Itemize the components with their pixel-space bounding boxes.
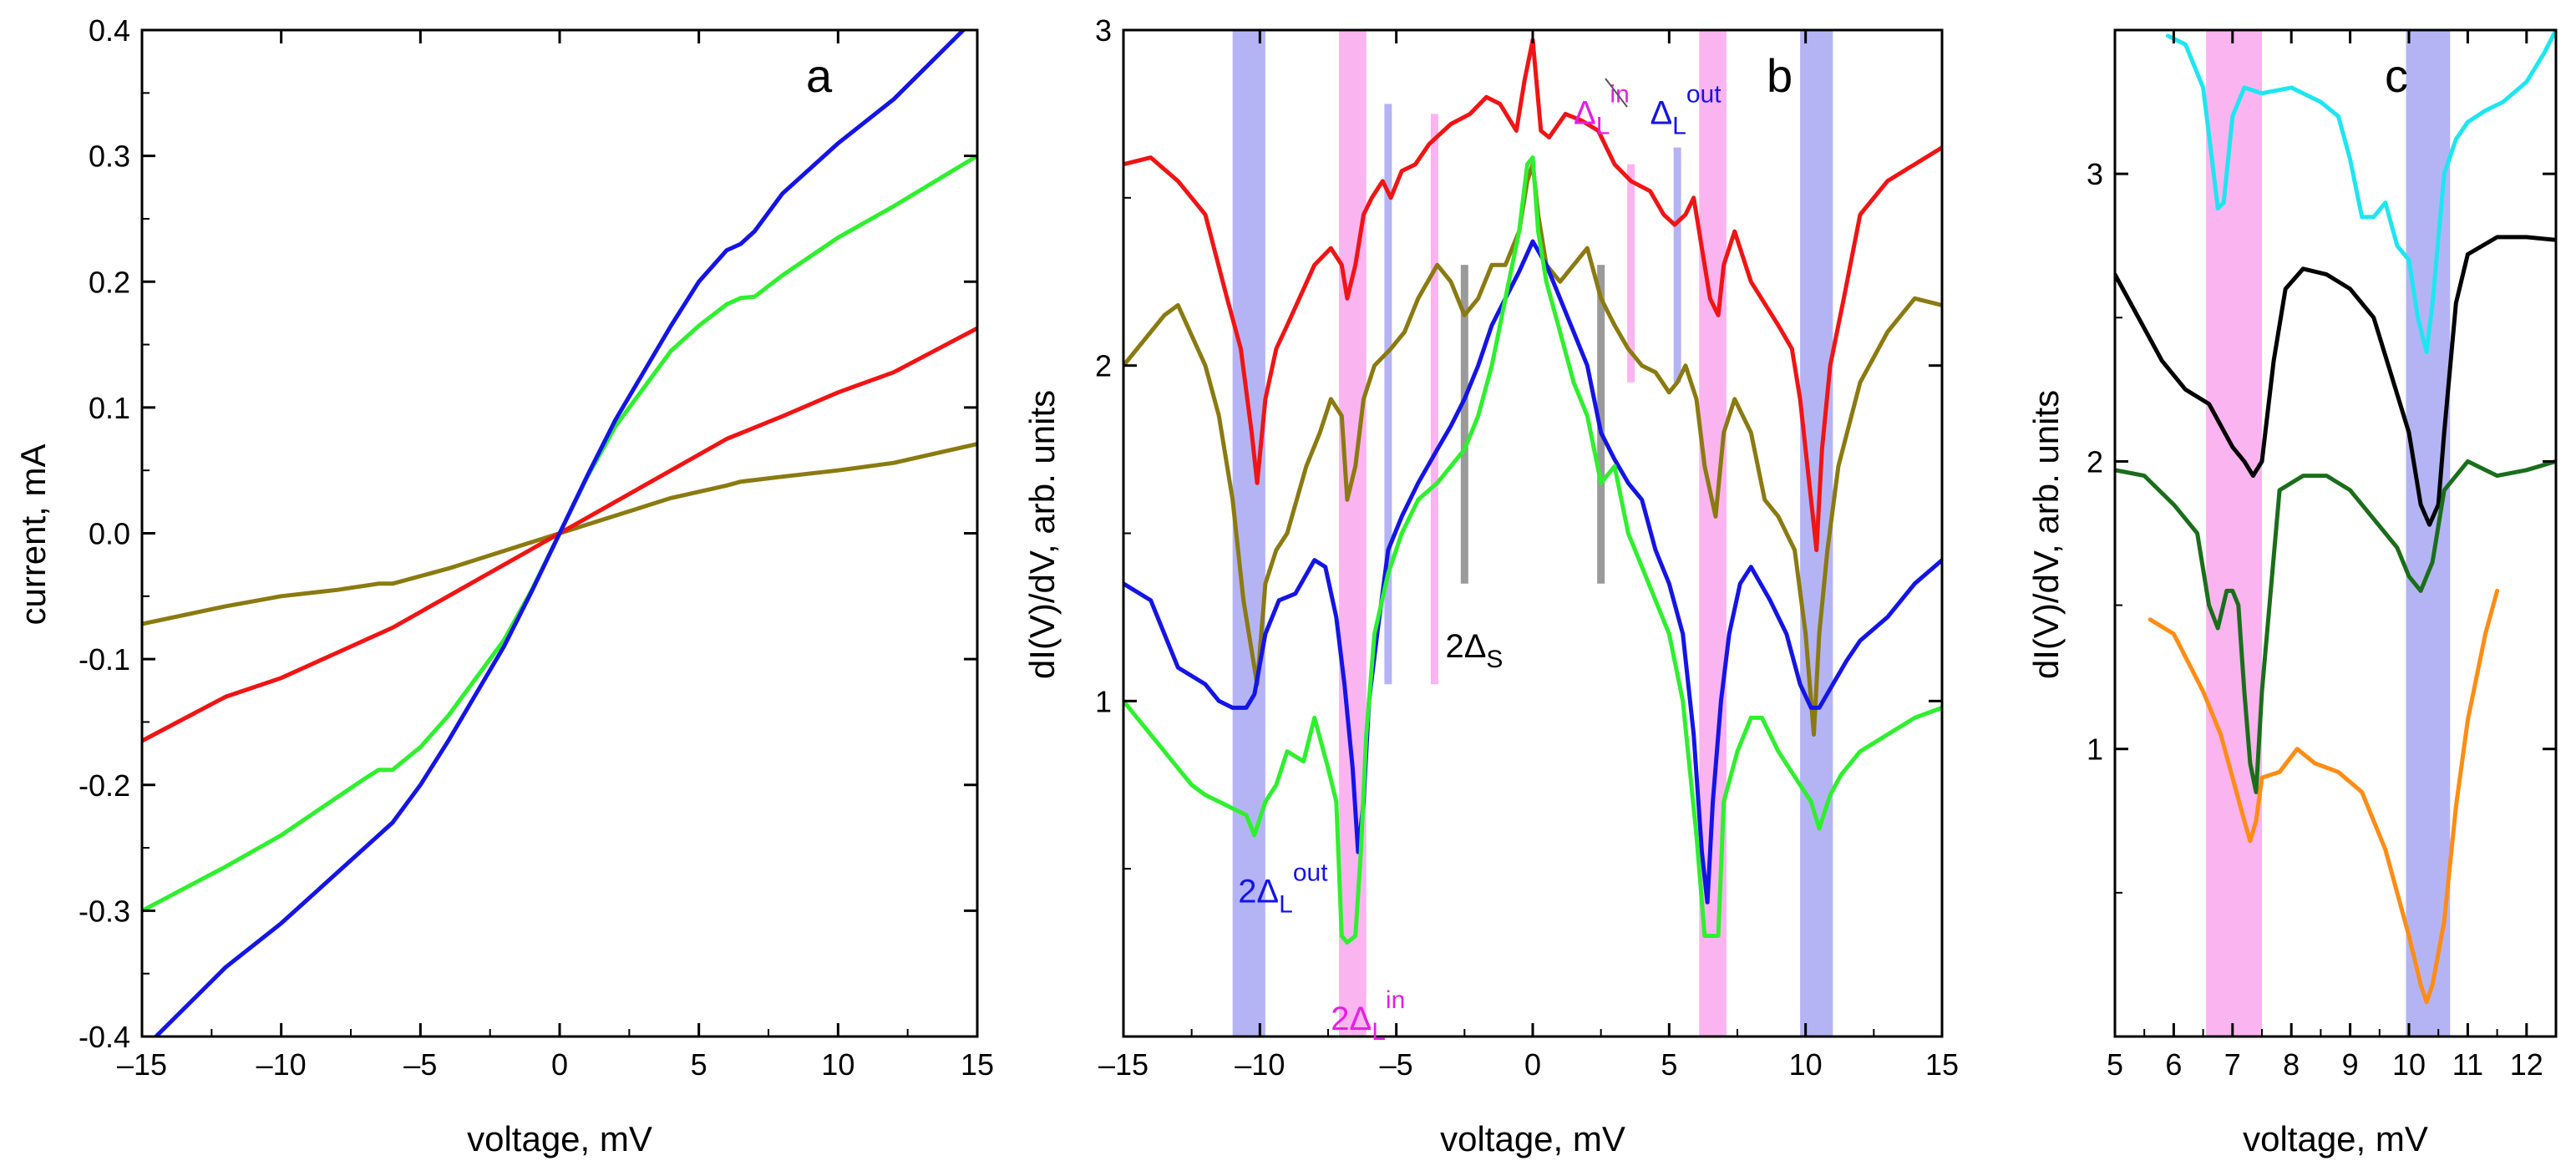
- panel-a-ytick-label-2: -0.2: [79, 768, 130, 803]
- panel-a-xtick-label-2: –5: [403, 1047, 437, 1082]
- panel-b-xtick-label-2: –5: [1380, 1047, 1413, 1082]
- annot-delta-l-out: ΔLout: [1650, 80, 1722, 139]
- panel-b-xtick-label-5: 10: [1789, 1047, 1823, 1082]
- panel-a-xtick-label-5: 10: [821, 1047, 854, 1082]
- annot-2delta-l-out: 2ΔLout: [1238, 859, 1328, 918]
- panel-c-ytick-label-2: 3: [2087, 157, 2103, 191]
- panel-a-marks: [142, 30, 977, 1037]
- panel-c-marks: [2115, 30, 2556, 1037]
- panel-a-frame: [140, 28, 979, 1038]
- annot-delta-l-in: ΔLin: [1574, 80, 1630, 139]
- panel-b-frame: [1122, 28, 1944, 1038]
- panel-c-ytick-label-0: 1: [2087, 732, 2103, 767]
- panel-b: –15 –10 –5 0 5 10 15 1 2 3 b voltage, mV dI(V)/dV…: [1022, 13, 1959, 1158]
- panel-c-xtick-label-1: 6: [2165, 1047, 2182, 1082]
- panel-a-axes: –15 –10 –5 0 5 10 15 -0.4 -0.3 -0.2 -0.1 0.0 0.1 0.2 0…: [79, 13, 994, 1082]
- panel-a-xtick-label-4: 5: [691, 1047, 707, 1082]
- panel-a-xtick-label-1: –10: [256, 1047, 307, 1082]
- panel-c-ylabel: dI(V)/dV, arb. units: [2026, 390, 2066, 679]
- panel-c-xlabel: voltage, mV: [2243, 1119, 2428, 1158]
- panel-a-xlabel: voltage, mV: [467, 1119, 652, 1158]
- panel-a-ytick-label-7: 0.3: [89, 139, 130, 174]
- annot-leader-line: [1605, 78, 1628, 108]
- panel-c-xtick-label-2: 7: [2224, 1047, 2241, 1082]
- panel-b-marks: [1123, 30, 1942, 1037]
- panel-c-xtick-label-5: 10: [2392, 1047, 2426, 1082]
- panel-c-series-black: [2115, 235, 2556, 527]
- annot-2delta-l-in: 2ΔLin: [1331, 986, 1405, 1046]
- panel-c-frame: [2113, 28, 2558, 1038]
- panel-b-ytick-label-0: 1: [1095, 684, 1112, 718]
- panel-c-xtick-label-4: 9: [2342, 1047, 2359, 1082]
- panel-c-ytick-label-1: 2: [2087, 444, 2103, 479]
- panel-b-xtick-label-4: 5: [1661, 1047, 1677, 1082]
- panel-b-series-green: [1123, 155, 1942, 945]
- panel-a-ytick-label-4: 0.0: [89, 517, 130, 551]
- panel-a-ytick-label-8: 0.4: [89, 13, 130, 48]
- panel-b-xlabel: voltage, mV: [1440, 1119, 1625, 1158]
- panel-c-series-orange: [2148, 588, 2500, 1005]
- panel-b-series-blue: [1123, 239, 1942, 905]
- panel-a-ytick-label-6: 0.2: [89, 265, 130, 299]
- annot-2delta-s: 2ΔS: [1445, 628, 1503, 673]
- panel-c-xtick-label-3: 8: [2283, 1047, 2300, 1082]
- panel-a-plot-area: –15 –10 –5 0 5 10 15 -0.4 -0.3 -0.2 -0.1 0.0 0.1 0.2 0…: [79, 13, 994, 1082]
- panel-b-xtick-label-0: –15: [1098, 1047, 1149, 1082]
- panel-b-xtick-label-6: 15: [1925, 1047, 1959, 1082]
- panel-c-letter: c: [2385, 49, 2408, 102]
- panel-b-ytick-label-2: 3: [1095, 13, 1112, 48]
- panel-c-xtick-label-7: 12: [2510, 1047, 2543, 1082]
- panel-c-xtick-label-0: 5: [2107, 1047, 2123, 1082]
- panel-b-series-red: [1123, 38, 1942, 553]
- panel-a-ylabel: current, mA: [13, 444, 53, 625]
- panel-c-xtick-label-6: 11: [2452, 1047, 2483, 1082]
- panel-a-xtick-label-3: 0: [551, 1047, 568, 1082]
- panel-a-ytick-label-5: 0.1: [89, 391, 130, 425]
- panel-b-plot-area: –15 –10 –5 0 5 10 15 1 2 3: [1095, 13, 1959, 1082]
- panel-c-series-cyan: [2165, 30, 2556, 355]
- panel-a-xtick-label-0: –15: [117, 1047, 167, 1082]
- panel-b-band-2: [1339, 30, 1367, 1037]
- panel-c-series-darkgreen: [2115, 459, 2556, 794]
- panel-a-letter: a: [806, 49, 833, 102]
- panel-a-ytick-label-0: -0.4: [79, 1020, 130, 1054]
- panel-a-ytick-label-3: -0.1: [79, 642, 130, 677]
- panel-a-xtick-label-6: 15: [961, 1047, 994, 1082]
- panel-b-series-olive: [1123, 162, 1942, 737]
- panel-b-ylabel: dI(V)/dV, arb. units: [1022, 390, 1062, 679]
- panel-b-xtick-label-1: –10: [1235, 1047, 1285, 1082]
- panel-a-ytick-label-1: -0.3: [79, 894, 130, 928]
- panel-b-letter: b: [1767, 49, 1793, 102]
- panel-a-series-blue: [154, 30, 966, 1037]
- panel-b-ytick-label-1: 2: [1095, 349, 1112, 383]
- panel-a: –15 –10 –5 0 5 10 15 -0.4 -0.3 -0.2 -0.1 0.0 0.1 0.2 0…: [13, 13, 994, 1158]
- panel-b-xtick-label-3: 0: [1524, 1047, 1541, 1082]
